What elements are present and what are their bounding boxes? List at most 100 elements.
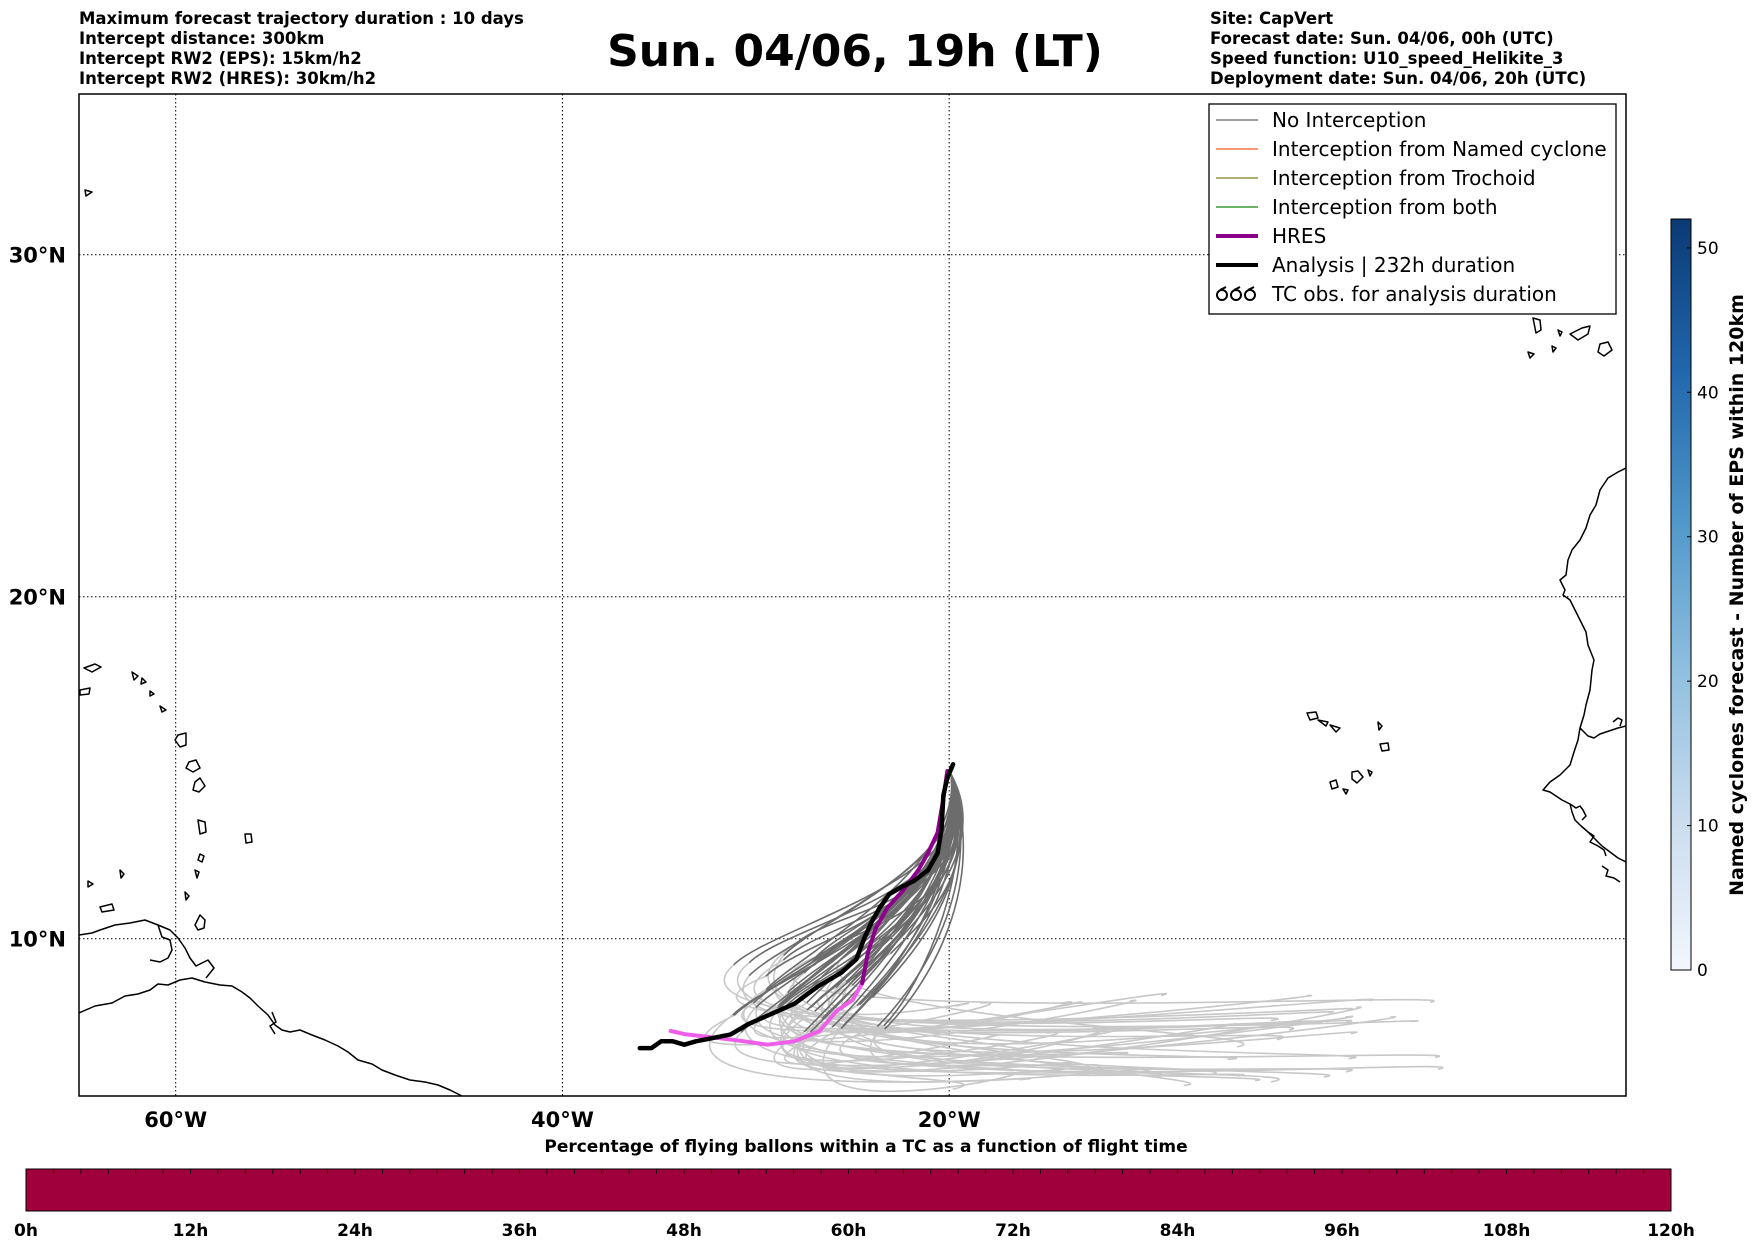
percentage-bar-tick-label: 0h: [14, 1221, 38, 1241]
island-guadeloupe: [185, 759, 201, 773]
island: [1551, 345, 1557, 353]
eps-trajectory-segment: [786, 972, 1331, 1078]
island: [87, 880, 94, 888]
percentage-bar-tick-label: 108h: [1483, 1221, 1531, 1241]
island: [1329, 779, 1339, 790]
eps-trajectory-segment: [755, 992, 1137, 1043]
island-barbados: [244, 833, 253, 844]
eps-trajectory-segment: [788, 1006, 1440, 1059]
page-title: Sun. 04/06, 19h (LT): [607, 26, 1103, 77]
eps-trajectory-segment: [822, 1024, 1016, 1093]
eps-trajectory-segment: [723, 964, 1419, 1028]
island: [184, 891, 190, 901]
coastline-venezuela: [79, 919, 215, 979]
coastline-detail: [1587, 831, 1607, 857]
island: [1342, 788, 1349, 795]
coastline-west-africa: [1542, 467, 1626, 863]
island: [1557, 329, 1563, 337]
island: [1351, 770, 1364, 784]
header-left-block: Maximum forecast trajectory duration : 1…: [79, 9, 524, 88]
percentage-bar-tick-label: 72h: [995, 1221, 1031, 1241]
eps-trajectory-segment: [765, 774, 953, 990]
island-trinidad: [194, 914, 206, 931]
lon-tick-label: 20°W: [918, 1108, 981, 1132]
lon-tick-label: 40°W: [531, 1108, 594, 1132]
eps-trajectory-segment: [841, 983, 1334, 1045]
legend-label: TC obs. for analysis duration: [1271, 282, 1557, 306]
eps-trajectory-segment: [821, 774, 957, 1020]
island: [1306, 711, 1319, 721]
island: [1527, 351, 1535, 359]
percentage-bar-tick-label: 96h: [1324, 1221, 1360, 1241]
legend: No Interception Interception from Named c…: [1208, 103, 1617, 315]
percentage-bar-ticks: 0h 12h 24h 36h 48h 60h 72h 84h 96h 108h 120h: [14, 1169, 1695, 1241]
percentage-bar-tick-label: 36h: [502, 1221, 538, 1241]
latitude-tick-labels: 30°N 20°N 10°N: [9, 244, 66, 952]
legend-box: [1208, 103, 1617, 315]
header-right-block: Site: CapVert Forecast date: Sun. 04/06,…: [1210, 9, 1586, 88]
header-left-line: Intercept RW2 (EPS): 15km/h2: [79, 49, 362, 68]
island: [149, 690, 155, 697]
colorbar-tick-label: 0: [1697, 961, 1708, 981]
island: [79, 687, 91, 696]
island: [1379, 742, 1390, 752]
island: [1329, 724, 1341, 733]
island: [1597, 341, 1613, 357]
island: [1367, 769, 1373, 777]
eps-trajectories-dark: [732, 774, 965, 1033]
island-martinique: [197, 819, 207, 835]
eps-trajectory-segment: [851, 996, 1358, 1053]
coastline-guyana-detail: [269, 1011, 277, 1035]
colorbar-tick-label: 50: [1697, 239, 1719, 259]
header-right-line: Deployment date: Sun. 04/06, 20h (UTC): [1210, 69, 1586, 88]
island: [99, 903, 115, 913]
island: [194, 869, 200, 879]
island: [1532, 317, 1542, 334]
colorbar: [1670, 218, 1692, 971]
map-border: [78, 93, 1627, 1097]
coastline-south-america: [79, 977, 463, 1096]
header-left-line: Maximum forecast trajectory duration : 1…: [79, 9, 524, 28]
colorbar-tick-label: 10: [1697, 817, 1719, 837]
percentage-bar-tick-label: 12h: [173, 1221, 209, 1241]
island: [192, 777, 206, 793]
island: [1377, 721, 1383, 731]
percentage-bar-title: Percentage of flying ballons within a TC…: [544, 1137, 1187, 1157]
island: [1569, 325, 1591, 341]
header-left-line: Intercept RW2 (HRES): 30km/h2: [79, 69, 376, 88]
coastline-gulf: [149, 924, 173, 963]
coastline-detail: [1579, 725, 1626, 739]
legend-label: Interception from Named cyclone: [1272, 137, 1607, 161]
eps-trajectory-segment: [873, 1028, 1353, 1073]
eps-trajectory-segment: [736, 975, 1353, 1022]
lon-tick-label: 60°W: [144, 1108, 207, 1132]
percentage-bar-tick-label: 120h: [1647, 1221, 1695, 1241]
island: [159, 705, 167, 713]
eps-trajectory-segment: [842, 774, 953, 1026]
island: [84, 189, 93, 197]
eps-trajectory-segment: [774, 964, 1043, 1061]
colorbar-ticks: 0 10 20 30 40 50: [1687, 239, 1719, 981]
legend-items: No Interception Interception from Named c…: [1216, 108, 1607, 306]
island: [131, 671, 139, 681]
colorbar-tick-label: 40: [1697, 383, 1719, 403]
island: [1317, 719, 1329, 727]
eps-trajectory-segment: [815, 774, 959, 958]
header-right-line: Forecast date: Sun. 04/06, 00h (UTC): [1210, 29, 1554, 48]
eps-trajectory-segment: [827, 952, 970, 1016]
lat-tick-label: 30°N: [9, 244, 66, 268]
legend-label: No Interception: [1272, 108, 1426, 132]
legend-label: Interception from both: [1272, 195, 1498, 219]
coastline-detail: [1569, 803, 1587, 821]
tc-symbol-icon: [1216, 286, 1256, 301]
coastline-detail: [1612, 717, 1623, 727]
island: [140, 677, 147, 685]
coastline-detail: [1601, 865, 1621, 883]
analysis-trajectory: [637, 762, 956, 1051]
coastlines: [79, 189, 1626, 1096]
legend-label: Interception from Trochoid: [1272, 166, 1536, 190]
percentage-bar-tick-label: 48h: [666, 1221, 702, 1241]
longitude-tick-labels: 60°W 40°W 20°W: [144, 1108, 980, 1132]
percentage-bar-tick-label: 84h: [1160, 1221, 1196, 1241]
